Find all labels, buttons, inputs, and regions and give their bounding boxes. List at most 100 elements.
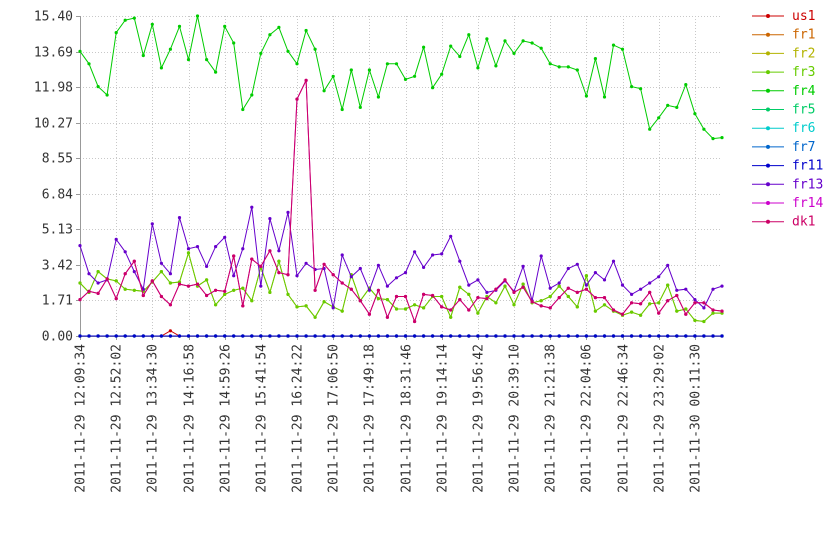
data-point — [177, 282, 182, 286]
data-point — [413, 334, 417, 338]
data-point — [566, 266, 570, 271]
data-point — [467, 283, 471, 287]
x-tick-label: 2011-11-29 23:29:02 — [653, 344, 668, 493]
data-point — [340, 253, 344, 257]
data-point — [711, 308, 715, 312]
data-point — [340, 334, 344, 338]
data-point — [150, 22, 154, 26]
data-point — [132, 16, 136, 20]
data-point — [657, 311, 661, 315]
data-point — [268, 33, 272, 37]
x-tick-label: 2011-11-29 13:34:30 — [146, 344, 161, 493]
data-point — [250, 334, 254, 338]
data-point — [331, 273, 335, 277]
data-point — [648, 281, 652, 285]
data-point — [458, 334, 462, 338]
data-point — [422, 334, 426, 338]
data-point — [250, 93, 254, 97]
legend-marker — [766, 88, 770, 93]
data-point — [322, 300, 326, 304]
data-point — [422, 292, 426, 296]
data-point — [123, 287, 127, 291]
data-point — [702, 319, 706, 324]
data-point — [458, 285, 462, 289]
legend-item-fr3: fr3 — [752, 65, 815, 80]
data-point — [214, 288, 218, 292]
plot-area — [78, 14, 724, 338]
data-point — [666, 334, 670, 338]
data-point — [259, 334, 263, 338]
data-point — [666, 299, 670, 303]
data-point — [295, 274, 299, 278]
data-point — [431, 334, 435, 338]
data-point — [458, 54, 462, 59]
y-tick-label: 3.42 — [42, 259, 73, 274]
data-point — [313, 47, 317, 51]
legend-label: fr6 — [792, 121, 815, 136]
data-point — [557, 281, 561, 285]
data-point — [584, 287, 589, 291]
data-point — [286, 49, 290, 53]
data-point — [530, 41, 534, 45]
data-point — [467, 33, 471, 37]
data-point — [132, 259, 136, 263]
data-point — [286, 334, 290, 338]
data-point — [295, 305, 299, 309]
data-point — [675, 105, 679, 109]
data-point — [87, 272, 91, 276]
data-point — [313, 288, 317, 292]
data-point — [494, 64, 498, 68]
legend-label: fr7 — [792, 140, 815, 155]
data-point — [214, 245, 218, 249]
data-point — [259, 264, 263, 268]
data-point — [620, 283, 625, 287]
data-point — [385, 334, 389, 338]
data-point — [584, 283, 589, 287]
data-point — [331, 334, 335, 338]
data-point — [720, 136, 724, 140]
series-fr3 — [78, 251, 724, 324]
data-point — [168, 329, 172, 333]
data-point — [476, 334, 480, 338]
data-point — [684, 287, 688, 291]
y-tick-label: 13.69 — [34, 46, 73, 61]
data-point — [648, 334, 652, 338]
legend-item-dk1: dk1 — [752, 215, 815, 230]
data-point — [548, 306, 552, 310]
x-tick-label: 2011-11-29 21:21:38 — [544, 344, 559, 493]
data-point — [313, 334, 317, 338]
data-point — [241, 286, 245, 290]
legend-label: fr13 — [792, 177, 823, 192]
data-point — [539, 254, 543, 258]
data-point — [575, 262, 579, 266]
x-tick-label: 2011-11-29 16:24:22 — [291, 344, 306, 493]
data-point — [548, 286, 552, 290]
data-point — [431, 86, 435, 90]
data-point — [602, 95, 607, 99]
legend-marker — [766, 219, 770, 224]
data-point — [304, 304, 308, 308]
x-tick-label: 2011-11-29 22:46:34 — [617, 344, 632, 493]
data-point — [422, 45, 426, 49]
y-tick-label: 8.55 — [42, 152, 73, 167]
data-point — [376, 297, 380, 301]
data-point — [205, 334, 209, 338]
data-point — [476, 296, 480, 300]
data-point — [630, 85, 634, 89]
data-point — [584, 94, 589, 98]
data-point — [376, 334, 380, 338]
data-point — [78, 244, 82, 248]
data-point — [440, 334, 444, 338]
data-point — [159, 270, 163, 274]
data-point — [575, 68, 579, 72]
data-point — [657, 275, 661, 279]
data-point — [78, 281, 82, 285]
data-point — [78, 298, 82, 302]
data-point — [639, 334, 643, 338]
data-point — [684, 83, 688, 87]
data-point — [295, 97, 299, 101]
data-point — [458, 298, 462, 302]
data-point — [114, 279, 118, 283]
y-tick-label: 1.71 — [42, 294, 73, 309]
data-point — [105, 93, 109, 97]
